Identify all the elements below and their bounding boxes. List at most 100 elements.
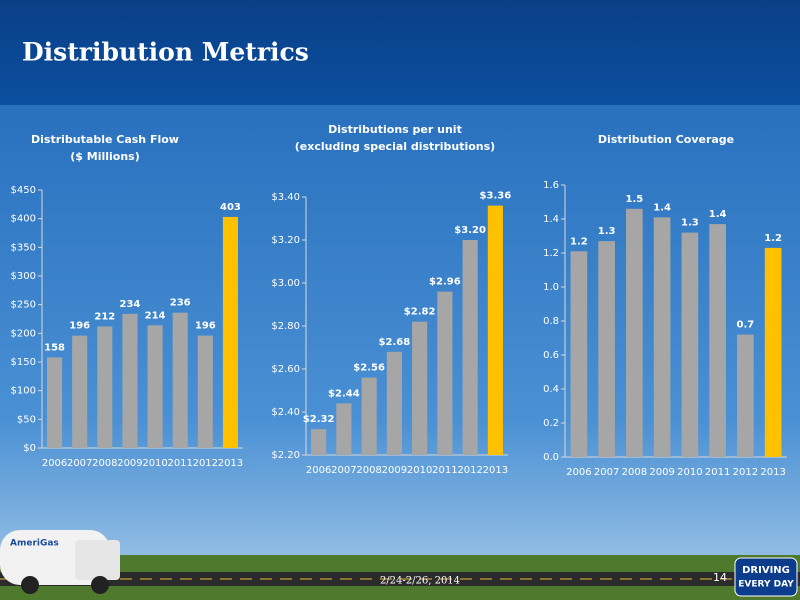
chart-title: Distributions per unit xyxy=(328,123,462,136)
bar xyxy=(462,240,478,455)
data-label: 1.4 xyxy=(653,202,671,213)
data-label: $2.82 xyxy=(404,307,436,318)
y-tick-label: 1.0 xyxy=(543,282,559,293)
bar xyxy=(437,291,453,455)
x-tick-label: 2008 xyxy=(92,458,117,469)
bar xyxy=(72,335,88,448)
bar xyxy=(626,208,643,457)
bar xyxy=(222,216,238,448)
x-tick-label: 2013 xyxy=(483,465,508,476)
data-label: 1.2 xyxy=(570,236,588,247)
data-label: $2.32 xyxy=(303,414,335,425)
data-label: 196 xyxy=(69,321,90,332)
slide-title: Distribution Metrics xyxy=(22,38,309,67)
x-tick-label: 2010 xyxy=(407,465,432,476)
data-label: 1.5 xyxy=(626,194,644,205)
bar xyxy=(147,325,163,448)
x-tick-label: 2011 xyxy=(432,465,457,476)
x-tick-label: 2012 xyxy=(193,458,218,469)
bar xyxy=(681,232,699,457)
data-label: $2.96 xyxy=(429,277,461,288)
bar xyxy=(97,326,113,448)
y-tick-label: $2.80 xyxy=(271,321,300,332)
bar xyxy=(487,205,503,455)
data-label: 196 xyxy=(195,321,216,332)
y-tick-label: 1.6 xyxy=(543,180,559,191)
chart-subtitle: ($ Millions) xyxy=(70,150,140,163)
x-tick-label: 2009 xyxy=(382,465,407,476)
y-tick-label: 0.4 xyxy=(543,384,559,395)
header-band xyxy=(0,0,800,105)
y-tick-label: 0.0 xyxy=(543,452,559,463)
bar xyxy=(709,224,726,457)
truck-cab xyxy=(75,540,120,580)
bar xyxy=(361,377,377,455)
x-tick-label: 2013 xyxy=(760,467,785,478)
bar xyxy=(737,334,754,457)
data-label: 403 xyxy=(220,202,241,213)
data-label: 214 xyxy=(145,310,166,321)
wheel xyxy=(91,576,109,594)
y-tick-label: 1.4 xyxy=(543,214,559,225)
chart-title: Distributable Cash Flow xyxy=(31,133,179,146)
y-tick-label: 0.2 xyxy=(543,418,559,429)
bar xyxy=(122,313,138,448)
y-tick-label: $200 xyxy=(11,328,36,339)
x-tick-label: 2010 xyxy=(142,458,167,469)
y-tick-label: $0 xyxy=(23,443,36,454)
x-tick-label: 2012 xyxy=(733,467,758,478)
y-tick-label: $3.40 xyxy=(271,192,300,203)
tagline: DRIVING xyxy=(742,565,790,576)
tagline: EVERY DAY xyxy=(738,580,794,590)
y-tick-label: $2.40 xyxy=(271,407,300,418)
bar xyxy=(311,429,327,455)
bar xyxy=(197,335,213,448)
chart-subtitle: (excluding special distributions) xyxy=(295,140,495,153)
x-tick-label: 2009 xyxy=(117,458,142,469)
bar xyxy=(336,403,352,455)
bar xyxy=(386,351,402,455)
data-label: 1.3 xyxy=(598,226,616,237)
y-tick-label: $3.20 xyxy=(271,235,300,246)
y-tick-label: 1.2 xyxy=(543,248,559,259)
x-tick-label: 2011 xyxy=(167,458,192,469)
y-tick-label: 0.6 xyxy=(543,350,559,361)
y-tick-label: 0.8 xyxy=(543,316,559,327)
x-tick-label: 2013 xyxy=(218,458,243,469)
y-tick-label: $100 xyxy=(11,386,36,397)
x-tick-label: 2008 xyxy=(622,467,647,478)
x-tick-label: 2009 xyxy=(649,467,674,478)
y-tick-label: $50 xyxy=(17,414,36,425)
brand-logo: AmeriGas xyxy=(10,539,59,549)
y-tick-label: $2.60 xyxy=(271,364,300,375)
y-tick-label: $2.20 xyxy=(271,450,300,461)
x-tick-label: 2006 xyxy=(566,467,591,478)
x-tick-label: 2007 xyxy=(331,465,356,476)
chart-title: Distribution Coverage xyxy=(598,133,734,146)
bar xyxy=(764,247,782,457)
data-label: $3.20 xyxy=(454,225,486,236)
tagline-badge xyxy=(734,557,798,597)
wheel xyxy=(21,576,39,594)
data-label: $3.36 xyxy=(480,191,512,202)
x-tick-label: 2010 xyxy=(677,467,702,478)
data-label: $2.56 xyxy=(353,363,385,374)
x-tick-label: 2008 xyxy=(356,465,381,476)
data-label: 236 xyxy=(170,298,191,309)
y-tick-label: $250 xyxy=(11,300,36,311)
x-tick-label: 2007 xyxy=(594,467,619,478)
bar xyxy=(412,321,428,455)
x-tick-label: 2006 xyxy=(306,465,331,476)
data-label: 1.3 xyxy=(681,218,699,229)
y-tick-label: $350 xyxy=(11,242,36,253)
footer-date: 2/24-2/26, 2014 xyxy=(380,576,460,587)
x-tick-label: 2011 xyxy=(705,467,730,478)
data-label: 212 xyxy=(94,311,115,322)
data-label: 234 xyxy=(120,299,141,310)
y-tick-label: $300 xyxy=(11,271,36,282)
y-tick-label: $150 xyxy=(11,357,36,368)
bar xyxy=(47,357,63,448)
data-label: 0.7 xyxy=(737,320,755,331)
